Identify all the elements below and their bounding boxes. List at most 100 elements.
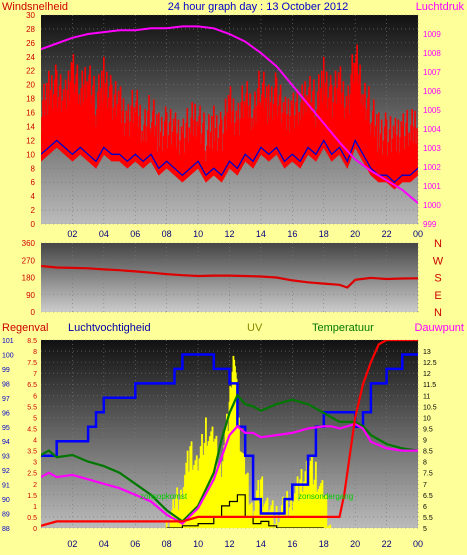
tick-label-rain: 0 — [33, 526, 37, 533]
tick-label-temperature: 10.5 — [423, 404, 437, 411]
compass-label: W — [433, 255, 444, 267]
panel-1-marks — [41, 25, 418, 204]
tick-label-humidity: 90 — [2, 497, 10, 504]
time-tick-label: 20 — [350, 229, 360, 239]
tick-label-temperature: 7 — [423, 482, 427, 489]
tick-label-temperature: 11 — [423, 393, 430, 400]
time-tick-label: 02 — [67, 229, 77, 239]
compass-label: E — [434, 290, 441, 302]
time-tick-label: 06 — [130, 229, 140, 239]
tick-label-rain: 4.5 — [27, 426, 37, 433]
time-tick-label: 02 — [67, 539, 77, 549]
tick-label-wind: 2 — [31, 206, 36, 215]
tick-label-wind: 4 — [31, 192, 36, 201]
tick-label-rain: 8 — [33, 349, 37, 356]
time-tick-label: 16 — [287, 539, 297, 549]
legend-uv: UV — [247, 322, 263, 334]
tick-label-temperature: 9.5 — [423, 426, 433, 433]
tick-label-rain: 7.5 — [27, 360, 37, 367]
tick-label-pressure: 1005 — [423, 106, 441, 115]
compass-label: S — [434, 273, 441, 285]
time-tick-label: 00 — [413, 539, 423, 549]
tick-label-humidity: 94 — [2, 439, 10, 446]
tick-label-humidity: 101 — [2, 338, 14, 345]
tick-label-wind: 16 — [26, 109, 35, 118]
annotation-sunrise: zonsopkomst — [140, 492, 188, 501]
tick-label-wind: 18 — [26, 95, 35, 104]
tick-label-wind: 14 — [26, 122, 35, 131]
tick-label-rain: 0.5 — [27, 515, 37, 522]
tick-label-humidity: 91 — [2, 483, 10, 490]
panel-3-marks — [41, 340, 418, 528]
tick-label-temperature: 11.5 — [423, 382, 436, 389]
tick-label-humidity: 97 — [2, 396, 10, 403]
tick-label-rain: 3 — [33, 460, 37, 467]
time-tick-label: 08 — [162, 229, 172, 239]
tick-label-temperature: 5.5 — [423, 515, 433, 522]
tick-label-wind: 22 — [26, 67, 35, 76]
time-tick-label: 12 — [224, 229, 234, 239]
time-tick-label: 18 — [319, 229, 329, 239]
time-tick-label: 06 — [130, 539, 140, 549]
tick-label-temperature: 6.5 — [423, 493, 433, 500]
time-tick-label: 10 — [193, 229, 203, 239]
tick-label-temperature: 5 — [423, 526, 427, 533]
tick-label-temperature: 8.5 — [423, 449, 433, 456]
tick-label-pressure: 1004 — [423, 125, 441, 134]
tick-label-rain: 6.5 — [27, 382, 37, 389]
time-tick-label: 16 — [287, 229, 297, 239]
tick-label-pressure: 1002 — [423, 163, 441, 172]
tick-label-direction: 90 — [26, 291, 35, 300]
tick-label-direction: 270 — [22, 256, 36, 265]
tick-label-pressure: 1009 — [423, 30, 441, 39]
tick-label-temperature: 7.5 — [423, 471, 433, 478]
tick-label-temperature: 13 — [423, 349, 431, 356]
time-tick-label: 22 — [382, 539, 392, 549]
axis-labels: 0246810121416182022242628309991000100110… — [2, 11, 444, 549]
tick-label-wind: 28 — [26, 25, 35, 34]
pressure-line — [41, 25, 418, 204]
tick-label-humidity: 96 — [2, 410, 10, 417]
panel-2-marks — [41, 264, 418, 289]
wind-avg-line — [41, 138, 418, 184]
tick-label-temperature: 6 — [423, 504, 427, 511]
time-tick-label: 12 — [224, 539, 234, 549]
annotation-sunset: zonsondergang — [298, 492, 353, 501]
tick-label-rain: 8.5 — [27, 338, 37, 345]
tick-label-pressure: 1003 — [423, 144, 441, 153]
tick-label-temperature: 8 — [423, 460, 427, 467]
tick-label-humidity: 89 — [2, 512, 10, 519]
legend-humidity: Luchtvochtigheid — [68, 322, 151, 334]
time-tick-label: 18 — [319, 539, 329, 549]
direction-line — [41, 264, 418, 289]
tick-label-wind: 10 — [26, 150, 35, 159]
time-tick-label: 04 — [99, 229, 109, 239]
right-axis-label-pressure: Luchtdruk — [416, 1, 465, 13]
chart-title: 24 hour graph day : 13 October 2012 — [168, 1, 348, 13]
time-tick-label: 20 — [350, 539, 360, 549]
tick-label-wind: 0 — [31, 220, 36, 229]
tick-label-direction: 180 — [22, 274, 36, 283]
tick-label-wind: 12 — [26, 136, 35, 145]
tick-label-pressure: 1001 — [423, 182, 441, 191]
legend-rain: Regenval — [2, 322, 48, 334]
rain-line — [41, 340, 418, 527]
tick-label-rain: 5 — [33, 415, 37, 422]
time-tick-label: 04 — [99, 539, 109, 549]
tick-label-pressure: 999 — [423, 220, 437, 229]
tick-label-humidity: 98 — [2, 381, 10, 388]
tick-label-pressure: 1006 — [423, 87, 441, 96]
compass-label: N — [434, 238, 442, 250]
tick-label-rain: 7 — [33, 371, 37, 378]
tick-label-wind: 8 — [31, 164, 36, 173]
tick-label-wind: 30 — [26, 11, 35, 20]
tick-label-humidity: 92 — [2, 468, 10, 475]
tick-label-temperature: 10 — [423, 415, 431, 422]
compass-label: N — [434, 307, 442, 319]
tick-label-temperature: 12 — [423, 371, 431, 378]
time-tick-label: 10 — [193, 539, 203, 549]
tick-label-rain: 2 — [33, 482, 37, 489]
panel-2-grid — [41, 242, 419, 313]
time-tick-label: 14 — [256, 539, 266, 549]
